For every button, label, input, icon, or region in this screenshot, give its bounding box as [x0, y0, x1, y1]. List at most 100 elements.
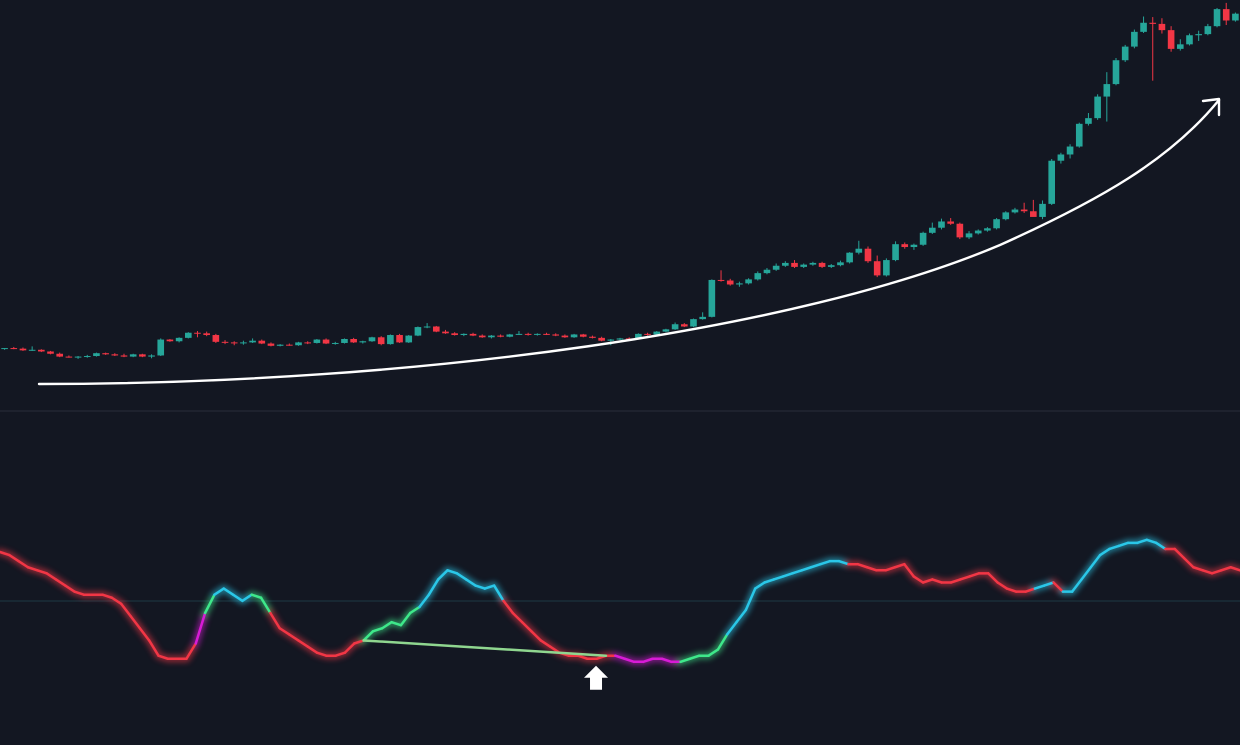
candle	[423, 323, 431, 329]
candle-body	[800, 264, 808, 267]
candle-body	[1094, 96, 1101, 119]
candle	[1030, 199, 1037, 217]
oscillator-segment	[642, 657, 654, 664]
candle-body	[1039, 203, 1046, 217]
candle	[1094, 94, 1101, 120]
candle	[984, 227, 991, 232]
candle-body	[166, 339, 174, 342]
oscillator-segment	[511, 611, 524, 624]
candle	[846, 252, 853, 264]
candle-body	[1030, 211, 1037, 217]
candle-body	[148, 355, 155, 357]
candle-body	[791, 262, 798, 267]
candle	[139, 353, 146, 358]
candle	[341, 338, 348, 344]
candle-body	[102, 353, 109, 355]
candle-body	[653, 331, 661, 335]
candle	[460, 333, 468, 337]
candle-body	[1131, 31, 1138, 47]
candle	[286, 343, 293, 346]
oscillator-segment	[483, 584, 496, 590]
candle	[469, 332, 477, 337]
candle-body	[488, 335, 495, 338]
candle	[653, 331, 661, 336]
candle-body	[276, 344, 284, 346]
candle	[47, 350, 54, 355]
oscillator-segment	[865, 566, 878, 572]
candle	[368, 336, 376, 342]
candle-body	[414, 327, 422, 336]
candle	[1, 348, 8, 350]
candle	[570, 333, 578, 338]
candle	[938, 218, 945, 230]
oscillator-segment	[390, 620, 403, 627]
candle	[864, 246, 872, 263]
oscillator-segment	[492, 584, 505, 603]
oscillator-segment	[1220, 566, 1232, 572]
candle-body	[405, 335, 413, 343]
oscillator-segment	[436, 569, 449, 581]
candle-body	[1213, 9, 1221, 27]
candle	[212, 333, 220, 343]
candle	[120, 353, 128, 358]
candle	[965, 231, 973, 240]
candle	[754, 271, 762, 281]
candle-body	[910, 244, 918, 248]
oscillator-segment	[1005, 587, 1018, 593]
candle-body	[460, 333, 468, 336]
candle	[221, 340, 229, 345]
oscillator-segment	[1136, 538, 1149, 545]
candle-body	[56, 353, 64, 357]
oscillator-segment	[157, 654, 170, 660]
candle	[919, 231, 927, 246]
candle	[194, 331, 201, 338]
oscillator-segment	[819, 559, 832, 566]
oscillator-segment	[1173, 547, 1186, 560]
candle-body	[359, 341, 367, 343]
candle-body	[1121, 46, 1129, 61]
candle-body	[258, 340, 266, 344]
candle-body	[782, 262, 789, 266]
candle-body	[157, 339, 165, 356]
oscillator-segment	[17, 559, 30, 569]
oscillator-segment	[231, 593, 244, 603]
candle-body	[442, 331, 449, 334]
candle-body	[377, 337, 385, 345]
candle	[736, 281, 743, 287]
oscillator-segment	[222, 587, 235, 596]
candle-body	[111, 354, 119, 356]
oscillator-segment	[520, 620, 533, 633]
oscillator-segment	[306, 645, 319, 654]
candle-body	[120, 355, 128, 357]
candle-body	[295, 342, 302, 346]
candle-body	[28, 349, 36, 351]
candle	[1002, 211, 1010, 221]
candle-body	[221, 341, 229, 343]
candle	[791, 260, 798, 269]
candle	[818, 261, 826, 269]
candle	[111, 353, 119, 357]
candle-body	[396, 335, 403, 343]
candle	[129, 353, 137, 358]
candle	[662, 328, 670, 333]
oscillator-segment	[753, 581, 766, 590]
candle	[56, 352, 64, 358]
oscillator-segment	[1080, 566, 1093, 581]
candle-body	[717, 279, 725, 281]
candle	[837, 260, 844, 267]
oscillator-segment	[912, 575, 925, 584]
oscillator-segment	[119, 602, 132, 618]
candle	[763, 268, 771, 275]
oscillator-segment	[446, 569, 459, 575]
candle-body	[901, 244, 909, 248]
candle-body	[129, 354, 137, 357]
candle-body	[1176, 44, 1184, 49]
candle	[83, 354, 91, 358]
candle	[1222, 2, 1230, 26]
oscillator-segment	[688, 654, 701, 660]
candle	[708, 279, 716, 318]
candle-body	[240, 342, 247, 344]
candle	[377, 336, 385, 346]
candle	[993, 218, 1000, 230]
oscillator-segment	[36, 569, 48, 575]
